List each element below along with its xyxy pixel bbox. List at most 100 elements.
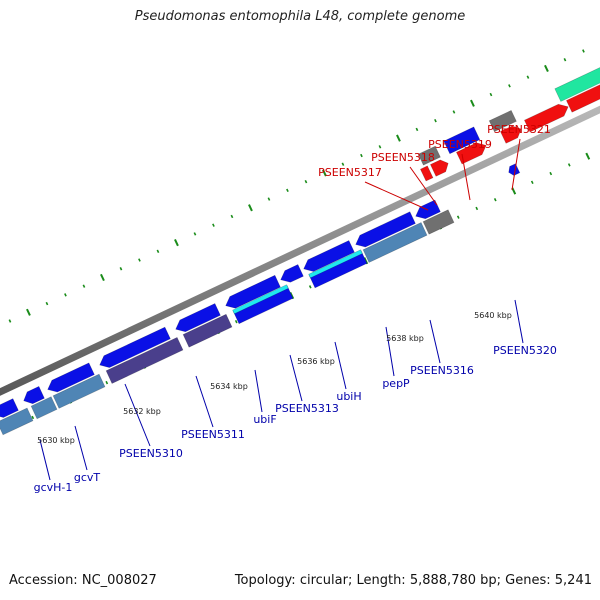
reverse-gene-arrow xyxy=(47,362,95,393)
gene-label-reverse: gcvT xyxy=(74,471,101,484)
scale-tick xyxy=(119,267,123,271)
scale-tick xyxy=(45,301,49,306)
scale-tick xyxy=(582,49,585,53)
scale-tick xyxy=(26,308,31,316)
genome-backbone xyxy=(0,105,600,396)
topology-value: circular xyxy=(299,573,348,588)
scale-tick xyxy=(567,163,571,167)
accession-label: Accession: xyxy=(9,573,78,588)
reverse-gene-block xyxy=(362,222,428,263)
gene-highlight xyxy=(232,284,289,315)
scale-tick xyxy=(230,214,234,219)
forward-gene-arrow xyxy=(523,103,569,133)
backbone-track xyxy=(0,105,600,396)
gene-label-reverse: PSEEN5313 xyxy=(275,402,339,415)
accession-info: Accession: NC_008027 xyxy=(9,573,157,588)
gene-highlight xyxy=(308,249,363,279)
scale-tick xyxy=(286,188,289,193)
scale-tick xyxy=(456,215,460,219)
reverse-gene-block xyxy=(105,337,184,384)
leader-line xyxy=(195,375,214,428)
scale-tick xyxy=(360,153,363,158)
topology-label: Topology: xyxy=(234,573,296,588)
scale-label: 5632 kbp xyxy=(123,407,161,416)
scale-tick xyxy=(100,273,105,282)
scale-tick xyxy=(322,169,327,177)
leader-line xyxy=(289,354,303,402)
scale-tick xyxy=(508,84,511,88)
accession-value: NC_008027 xyxy=(81,573,157,588)
forward-gene-block xyxy=(443,126,481,155)
scale-tick xyxy=(585,152,591,160)
scale-tick xyxy=(212,223,215,227)
genome-stats: Topology: circular; Length: 5,888,780 bp… xyxy=(234,573,592,588)
genes-value: 5,241 xyxy=(554,573,592,588)
scale-label: 5638 kbp xyxy=(386,334,424,343)
reverse-gene-block xyxy=(30,396,58,420)
scale-tick xyxy=(174,239,179,247)
scale-tick xyxy=(156,249,160,254)
gene-label-reverse: PSEEN5316 xyxy=(410,364,474,377)
reverse-gene-arrow xyxy=(225,274,281,309)
gene-label-forward: PSEEN5319 xyxy=(428,138,492,151)
reverse-gene-block xyxy=(0,407,34,436)
gene-track xyxy=(0,67,600,436)
leader-line xyxy=(429,319,441,364)
label-leader-lines xyxy=(39,138,524,481)
forward-gene-block xyxy=(554,67,600,102)
forward-gene-arrow xyxy=(429,159,449,177)
scale-tick xyxy=(526,75,530,79)
reverse-gene-arrow xyxy=(355,211,416,248)
gene-label-forward: PSEEN5317 xyxy=(318,166,382,179)
scale-tick xyxy=(304,179,308,184)
reverse-gene-arrow xyxy=(508,163,521,176)
scale-tick xyxy=(193,232,197,236)
scale-label: 5630 kbp xyxy=(37,436,75,445)
forward-gene-arrow xyxy=(420,165,434,182)
scale-tick xyxy=(267,197,271,201)
length-value: 5,888,780 bp xyxy=(409,573,497,588)
map-title: Pseudomonas entomophila L48, complete ge… xyxy=(134,9,466,24)
label-layer: 5630 kbp 5632 kbp 5634 kbp 5636 kbp 5638 kbp… xyxy=(34,123,557,494)
scale-tick xyxy=(530,180,534,185)
gene-label-reverse: PSEEN5311 xyxy=(181,428,245,441)
gene-label-reverse: ubiH xyxy=(336,390,361,403)
scale-tick xyxy=(8,319,12,323)
leader-line xyxy=(254,369,263,413)
gene-label-reverse: PSEEN5320 xyxy=(493,344,557,357)
leader-line xyxy=(514,299,524,344)
scale-tick xyxy=(378,145,382,149)
leader-line xyxy=(74,425,88,471)
reverse-gene-block xyxy=(52,373,106,409)
forward-gene-block xyxy=(488,110,517,132)
scale-tick xyxy=(452,110,456,114)
gene-label-reverse: pepP xyxy=(382,377,410,390)
scale-tick xyxy=(82,284,86,288)
reverse-gene-arrow xyxy=(280,264,304,283)
reverse-gene-arrow xyxy=(175,303,221,333)
leader-line xyxy=(334,341,347,390)
scale-tick xyxy=(563,58,567,62)
scale-tick xyxy=(470,99,475,107)
reverse-gene-arrow xyxy=(0,398,19,418)
forward-gene-arrow xyxy=(499,125,522,144)
forward-gene-block xyxy=(417,145,441,166)
reverse-gene-block xyxy=(182,313,233,348)
reverse-gene-arrow xyxy=(415,199,441,220)
leader-line xyxy=(409,166,438,206)
leader-line xyxy=(364,181,429,211)
scale-tick xyxy=(105,380,109,385)
scale-tick xyxy=(544,64,549,73)
reverse-gene-block xyxy=(422,209,455,235)
reverse-gene-arrow xyxy=(303,240,355,272)
scale-label: 5640 kbp xyxy=(474,311,512,320)
gene-label-forward: PSEEN5318 xyxy=(371,151,435,164)
scale-tick xyxy=(138,258,141,262)
scale-tick xyxy=(308,285,312,289)
scale-tick xyxy=(363,257,369,265)
genes-label: Genes: xyxy=(505,573,551,588)
scale-tick xyxy=(289,291,295,300)
leader-line xyxy=(511,138,521,191)
scale-label: 5636 kbp xyxy=(297,357,335,366)
